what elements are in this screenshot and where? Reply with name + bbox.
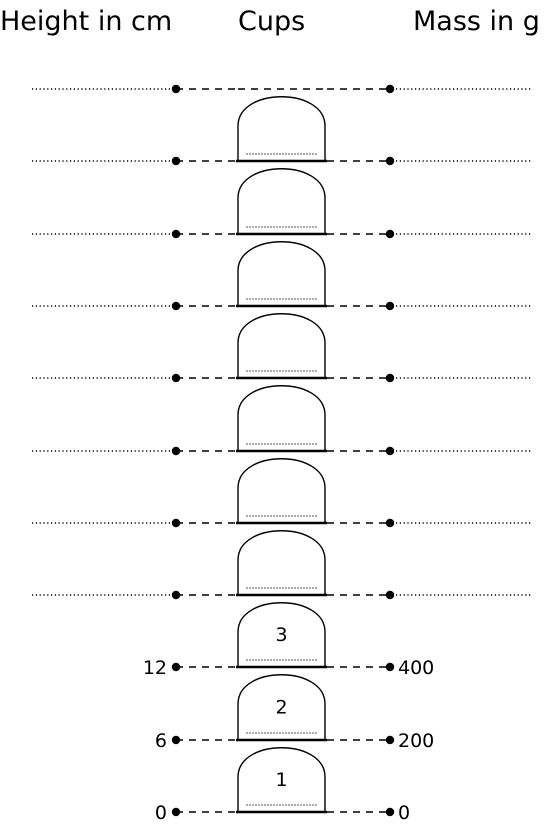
cup <box>236 241 327 308</box>
cup <box>236 168 327 236</box>
mass-level-dot <box>385 590 395 600</box>
cups-layer: 1 2 3 <box>236 96 327 814</box>
height-scale-label: 6 <box>155 730 167 752</box>
mass-scale-label: 400 <box>398 657 434 679</box>
height-column-header: Height in cm <box>0 6 173 37</box>
cup: 1 <box>236 747 327 814</box>
mass-level-dot <box>385 446 395 456</box>
cup-outline <box>237 674 326 740</box>
level-line <box>32 446 532 456</box>
height-scale-label: 12 <box>143 657 167 679</box>
cup <box>236 96 327 163</box>
cup-outline <box>237 96 326 161</box>
level-line <box>171 662 395 672</box>
level-line <box>32 373 532 383</box>
mass-scale-label: 0 <box>398 802 410 824</box>
cup-outline <box>237 313 326 378</box>
cup-outline <box>237 458 326 523</box>
height-level-dot <box>171 373 181 383</box>
mass-level-dot <box>385 518 395 528</box>
level-line <box>32 301 532 311</box>
level-line <box>32 229 532 239</box>
height-scale-label: 0 <box>155 802 167 824</box>
mass-level-dot <box>385 84 395 94</box>
cup <box>236 313 327 380</box>
height-level-dot <box>171 735 181 745</box>
mass-scale-label: 200 <box>398 730 434 752</box>
level-line <box>32 84 532 94</box>
cup-outline <box>237 241 326 306</box>
level-line <box>32 518 532 528</box>
height-level-dot <box>171 518 181 528</box>
cup-number-label: 3 <box>275 624 287 646</box>
level-line <box>32 156 532 166</box>
mass-level-dot <box>385 156 395 166</box>
height-level-dot <box>171 229 181 239</box>
cup-outline <box>237 385 326 451</box>
height-level-dot <box>171 446 181 456</box>
mass-level-dot <box>385 735 395 745</box>
cup-number-label: 2 <box>275 697 287 719</box>
mass-level-dot <box>385 373 395 383</box>
cups-column-header: Cups <box>238 6 306 37</box>
mass-level-dot <box>385 807 395 817</box>
cup <box>236 530 327 597</box>
cup-outline <box>237 168 326 234</box>
cup-outline <box>237 602 326 667</box>
cup: 2 <box>236 674 327 742</box>
mass-column-header: Mass in g <box>413 6 540 37</box>
cup <box>236 458 327 525</box>
height-level-dot <box>171 301 181 311</box>
height-level-dot <box>171 590 181 600</box>
cup-outline <box>237 530 326 595</box>
height-level-dot <box>171 156 181 166</box>
mass-level-dot <box>385 301 395 311</box>
cup: 3 <box>236 602 327 669</box>
height-level-dot <box>171 84 181 94</box>
cup-number-label: 1 <box>275 769 287 791</box>
cup-outline <box>237 747 326 812</box>
height-level-dot <box>171 807 181 817</box>
cup <box>236 385 327 453</box>
level-lines-layer <box>32 84 532 817</box>
level-line <box>171 807 395 817</box>
mass-level-dot <box>385 229 395 239</box>
height-level-dot <box>171 662 181 672</box>
mass-level-dot <box>385 662 395 672</box>
level-line <box>171 735 395 745</box>
level-line <box>32 590 532 600</box>
